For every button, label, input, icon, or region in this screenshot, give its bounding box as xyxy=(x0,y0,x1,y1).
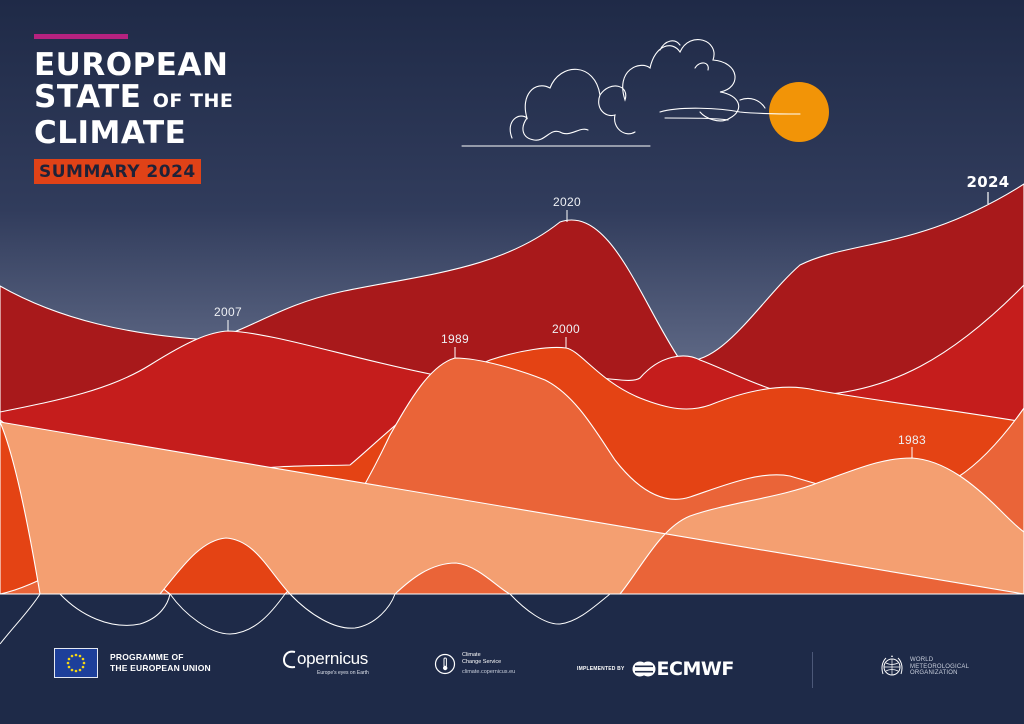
c3s-text-line-1: Climate xyxy=(462,652,481,658)
reflection-coral xyxy=(59,593,171,626)
cloud-icon xyxy=(461,39,801,147)
title-accent-bar xyxy=(34,34,128,39)
wmo-emblem-icon xyxy=(881,655,903,676)
footer-divider xyxy=(812,652,813,688)
report-title-block: EUROPEAN STATE OF THE CLIMATE SUMMARY 20… xyxy=(34,34,234,184)
ecmwf-prefix: IMPLEMENTED BY xyxy=(577,666,625,672)
c3s-logo: Climate Change Service climate.copernicu… xyxy=(434,652,515,676)
partner-logos-footer: PROGRAMME OF THE EUROPEAN UNION opernicu… xyxy=(0,596,1024,724)
c3s-url: climate.copernicus.eu xyxy=(462,669,516,675)
c3s-text-line-2: Change Service xyxy=(462,658,502,665)
ecmwf-logo: IMPLEMENTED BY ECMWF xyxy=(577,658,734,680)
wmo-text-line-1: WORLD xyxy=(910,657,934,664)
copernicus-wordmark: opernicus xyxy=(297,649,369,668)
wmo-logo: WORLD METEOROLOGICAL ORGANIZATION xyxy=(880,654,969,680)
wmo-text-line-3: ORGANIZATION xyxy=(910,670,958,677)
eu-stars-icon xyxy=(66,653,86,673)
year-label-2024: 2024 xyxy=(966,173,1010,191)
title-line-3: CLIMATE xyxy=(34,115,187,151)
title-line-2: STATE OF THE xyxy=(34,81,234,117)
c3s-mark-icon xyxy=(434,653,456,674)
title-line-2-main: STATE xyxy=(34,79,142,115)
summary-badge: SUMMARY 2024 xyxy=(34,159,201,184)
wmo-text-line-2: METEOROLOGICAL xyxy=(910,663,970,670)
title-line-2-small: OF THE xyxy=(152,90,234,112)
year-label-2020: 2020 xyxy=(553,195,581,209)
reflection-left xyxy=(0,593,41,645)
year-label-1983: 1983 xyxy=(898,433,926,447)
copernicus-tagline: Europe's eyes on Earth xyxy=(317,670,369,676)
eu-text-line-1: PROGRAMME OF xyxy=(110,652,184,662)
sea-band xyxy=(0,594,1024,724)
year-label-2000: 2000 xyxy=(552,322,580,336)
copernicus-logo: opernicus Europe's eyes on Earth xyxy=(283,648,369,676)
eu-text-line-2: THE EUROPEAN UNION xyxy=(110,663,211,673)
c3s-text: Climate Change Service climate.copernicu… xyxy=(462,652,515,676)
ecmwf-wordmark: ECMWF xyxy=(656,658,735,680)
year-label-1989: 1989 xyxy=(441,332,469,346)
eu-flag-icon xyxy=(54,648,98,678)
eu-programme-logo: PROGRAMME OF THE EUROPEAN UNION xyxy=(54,648,211,678)
wmo-text: WORLD METEOROLOGICAL ORGANIZATION xyxy=(910,657,969,677)
reflection-peach xyxy=(169,593,286,635)
reflection-mid xyxy=(289,593,396,629)
year-label-2007: 2007 xyxy=(214,305,242,319)
reflection-right xyxy=(509,593,611,625)
ecmwf-mark-icon xyxy=(632,661,656,677)
title-line-1: EUROPEAN xyxy=(34,47,229,83)
eu-programme-text: PROGRAMME OF THE EUROPEAN UNION xyxy=(110,652,211,674)
sun-icon xyxy=(769,82,829,142)
copernicus-mark-icon xyxy=(283,650,296,669)
